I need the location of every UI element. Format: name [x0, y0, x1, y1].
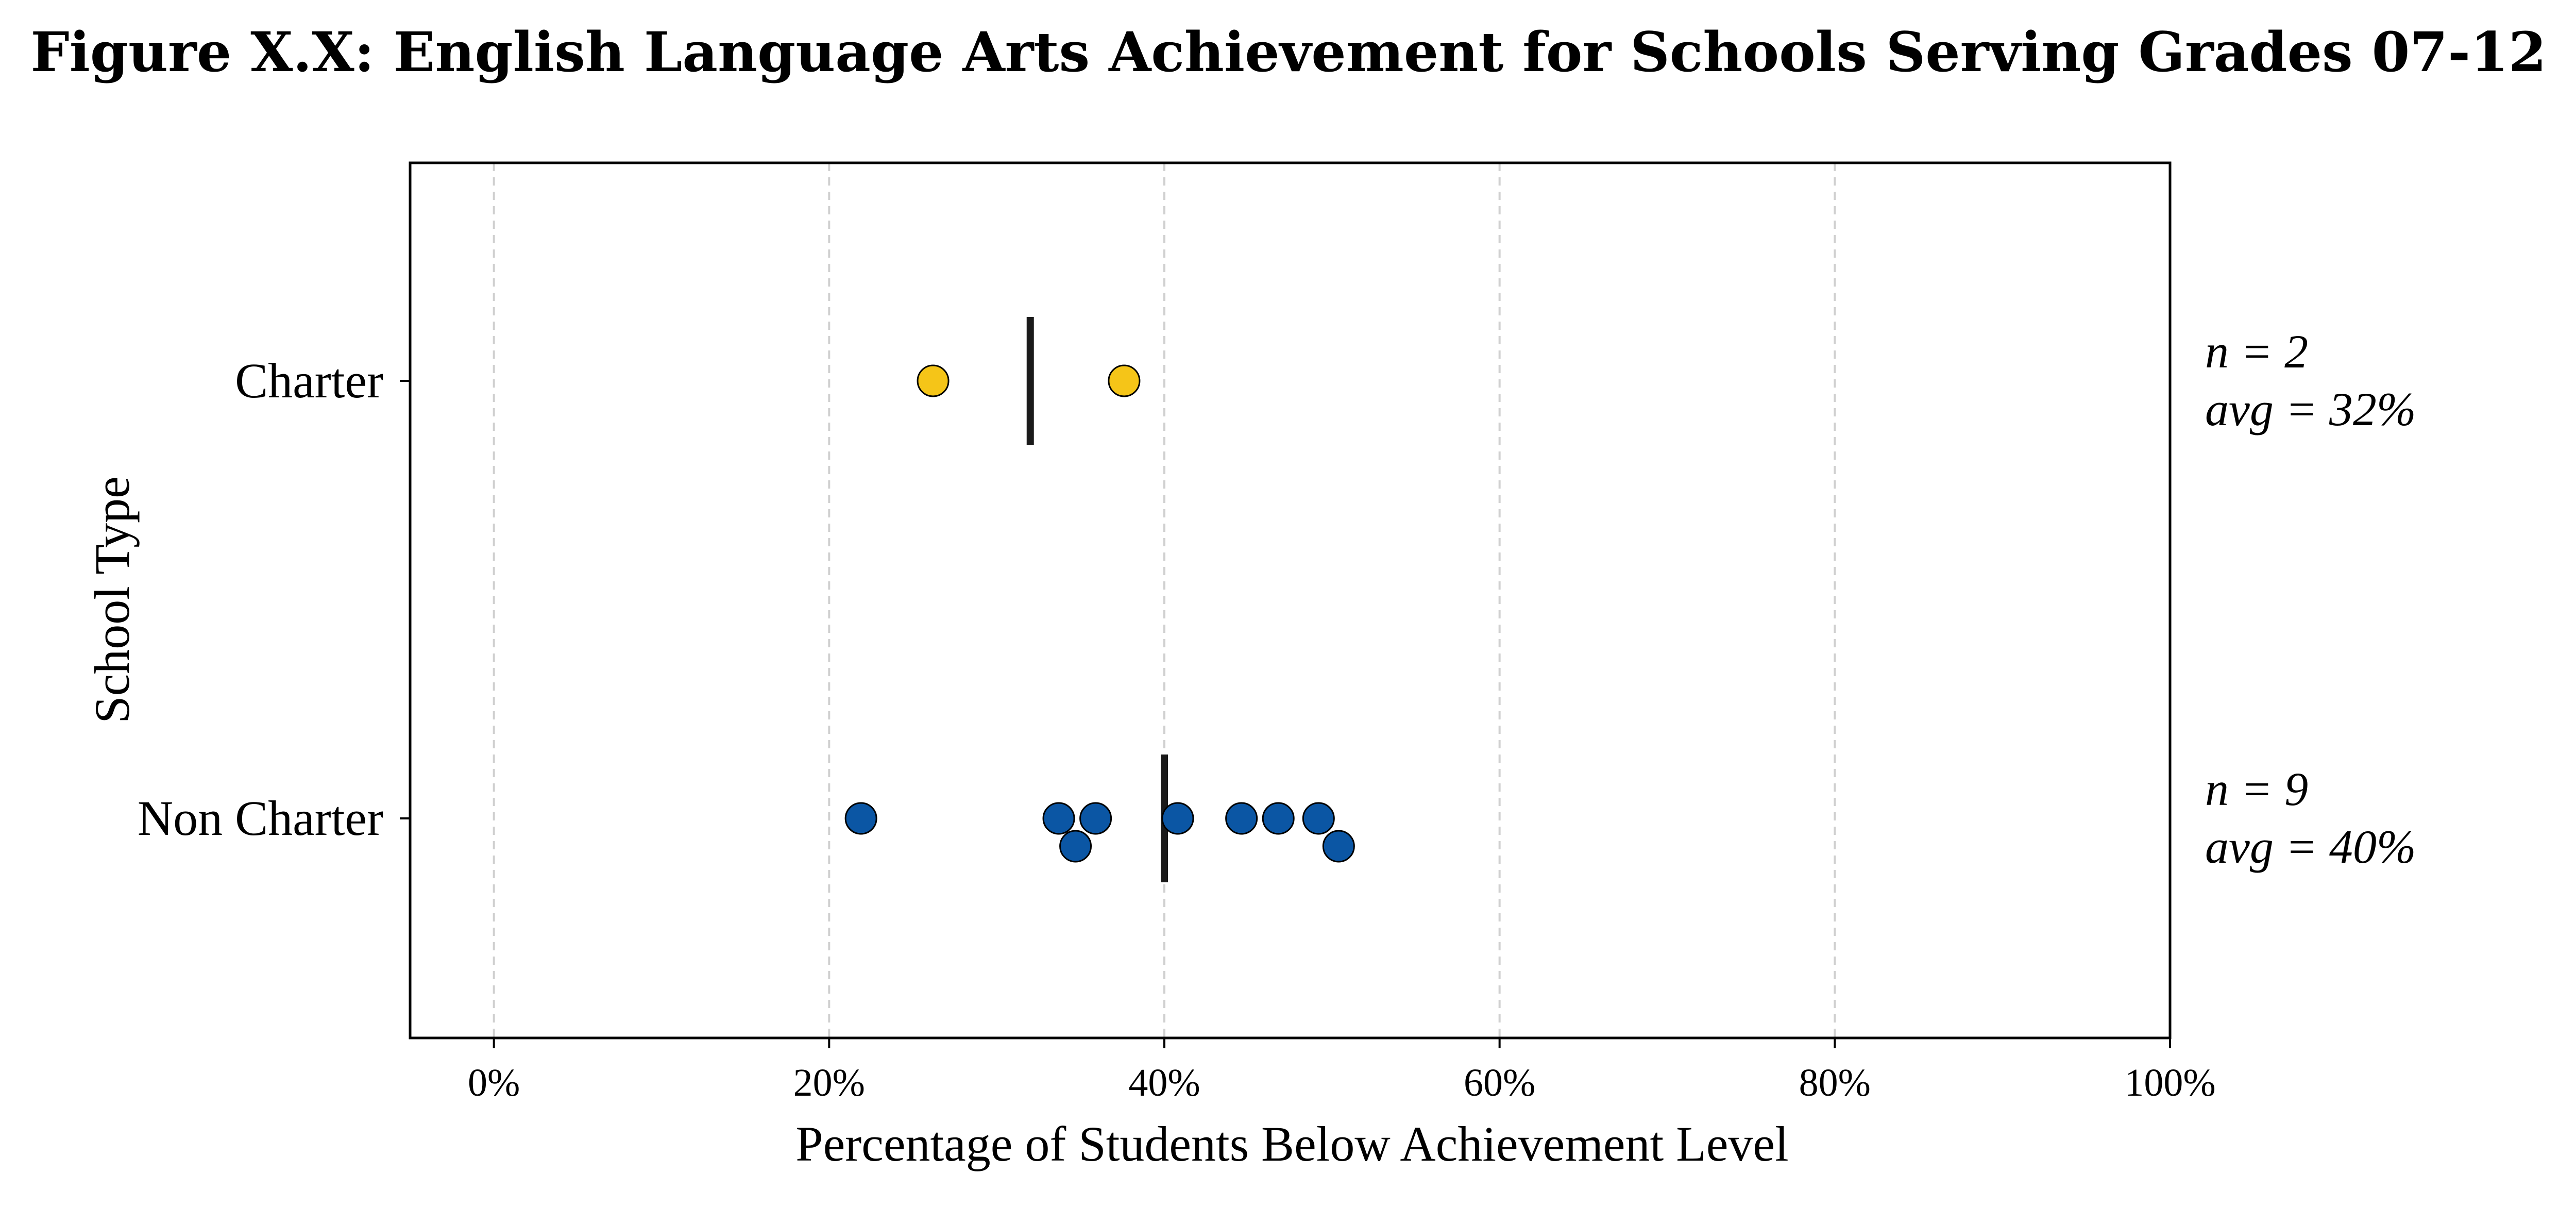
data-point: [1161, 802, 1194, 835]
data-point: [844, 802, 877, 835]
grid-lines: [493, 163, 2171, 1038]
axis-ticks: 0% 20% 40% 60% 80% 100% Charter Non Charter: [138, 353, 2216, 1104]
average-annotation: avg = 40%: [2205, 820, 2416, 873]
data-point: [1262, 802, 1295, 835]
data-point: [1322, 830, 1355, 863]
count-annotation: n = 2: [2205, 325, 2308, 378]
data-marks: [844, 317, 1355, 882]
data-point: [1108, 364, 1141, 397]
y-axis-label: School Type: [84, 476, 140, 723]
data-point: [1079, 802, 1112, 835]
data-point: [917, 364, 950, 397]
x-tick-label: 80%: [1799, 1061, 1871, 1104]
x-tick-label: 40%: [1128, 1061, 1200, 1104]
x-tick-label: 20%: [793, 1061, 865, 1104]
chart-title: Figure X.X: English Language Arts Achiev…: [30, 20, 2546, 84]
count-annotation: n = 9: [2205, 763, 2308, 815]
average-annotation: avg = 32%: [2205, 383, 2416, 435]
data-point: [1225, 802, 1258, 835]
x-axis-label: Percentage of Students Below Achievement…: [795, 1116, 1788, 1171]
x-tick-label: 100%: [2124, 1061, 2215, 1104]
x-tick-label: 0%: [468, 1061, 520, 1104]
x-tick-label: 60%: [1464, 1061, 1535, 1104]
y-category-label: Charter: [235, 353, 383, 408]
y-category-label: Non Charter: [138, 791, 383, 846]
data-point: [1042, 802, 1075, 835]
data-point: [1302, 802, 1335, 835]
plot-frame: [409, 161, 2172, 1040]
data-point: [1059, 830, 1092, 863]
